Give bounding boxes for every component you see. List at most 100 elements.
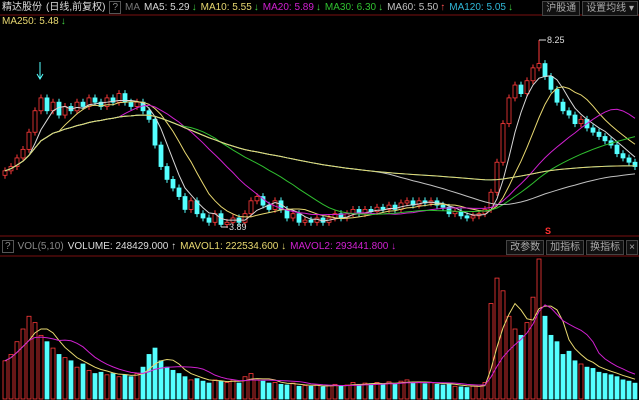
volume-bar xyxy=(32,322,38,400)
volume-bar xyxy=(74,366,80,400)
candle-body xyxy=(134,101,140,107)
down-arrow-icon: ↓ xyxy=(281,241,287,252)
volume-bar xyxy=(368,383,374,400)
ma-legend-item: MA60: 5.50 ↑ xyxy=(387,1,445,14)
hsgt-button[interactable]: 沪股通 xyxy=(542,1,581,16)
candle-body xyxy=(74,101,80,112)
volume-bar xyxy=(290,382,296,400)
candle-body xyxy=(614,144,620,155)
volume-bar xyxy=(236,382,242,400)
volume-text: VOLUME: 248429.000 xyxy=(67,241,169,252)
candle-body xyxy=(590,127,596,133)
high-price-label: 8.25 xyxy=(547,35,565,45)
candle-body xyxy=(452,211,458,215)
volume-bar xyxy=(332,383,338,400)
volume-bar xyxy=(302,385,308,400)
price-header: 精达股份 (日线,前复权) ? MA MA5: 5.29 ↓ MA10: 5.55 ↓… xyxy=(2,1,522,28)
candle-body xyxy=(110,97,116,103)
ma20-line xyxy=(4,104,636,216)
volume-bar xyxy=(110,373,116,400)
volume-bar xyxy=(80,363,86,400)
volume-bar xyxy=(608,374,614,400)
volume-bar xyxy=(446,382,452,400)
volume-bar xyxy=(524,322,530,400)
candle-body xyxy=(554,88,560,103)
candle-body xyxy=(200,213,206,219)
volume-bar xyxy=(602,373,608,400)
vol-help-button[interactable]: ? xyxy=(2,240,14,253)
candle-body xyxy=(530,67,536,82)
volume-bar xyxy=(542,315,548,400)
ma60-line xyxy=(4,114,636,206)
ma120-line xyxy=(4,114,636,181)
volume-bar xyxy=(614,376,620,400)
volume-bar xyxy=(2,360,8,400)
ma-value: MA60: 5.50 xyxy=(387,2,439,13)
candle-body xyxy=(536,63,542,69)
volume-bar xyxy=(620,379,626,400)
add-indicator-button[interactable]: 加指标 xyxy=(546,240,585,255)
volume-bar xyxy=(122,374,128,400)
volume-bar xyxy=(14,341,20,400)
candle-body xyxy=(170,178,176,189)
candle-body xyxy=(404,200,410,204)
mavol5-line xyxy=(4,302,636,387)
volume-bar xyxy=(254,379,260,400)
candle-body xyxy=(626,157,632,163)
mavol2-text: MAVOL2: 293441.800 xyxy=(290,241,389,252)
set-ma-button[interactable]: 设置均线 ▾ xyxy=(582,1,638,16)
ma-legend-item: MA120: 5.05 ↓ xyxy=(449,1,513,14)
volume-bar xyxy=(410,382,416,400)
volume-bar xyxy=(578,363,584,400)
volume-bar xyxy=(134,373,140,400)
candle-body xyxy=(374,206,380,212)
volume-bar xyxy=(152,347,158,400)
volume-bar xyxy=(500,290,506,400)
down-arrow-icon: ↓ xyxy=(507,2,513,13)
ma-value: MA10: 5.55 xyxy=(200,2,252,13)
candle-body xyxy=(548,76,554,90)
mavol10-line xyxy=(4,304,636,386)
change-params-button[interactable]: 改参数 xyxy=(506,240,545,255)
volume-bar xyxy=(626,380,632,400)
volume-bar xyxy=(350,382,356,400)
volume-bar xyxy=(92,373,98,400)
volume-bar xyxy=(248,373,254,400)
up-arrow-icon: ↑ xyxy=(440,2,446,13)
candle-body xyxy=(44,97,50,112)
volume-bar xyxy=(224,382,230,400)
volume-bar xyxy=(212,379,218,400)
volume-bar xyxy=(590,368,596,400)
volume-bar xyxy=(320,386,326,400)
volume-bar xyxy=(554,341,560,400)
volume-bar xyxy=(140,366,146,400)
close-icon[interactable]: × xyxy=(626,240,638,255)
volume-bar xyxy=(284,384,290,400)
ma-value: MA5: 5.29 xyxy=(144,2,190,13)
volume-bar xyxy=(326,385,332,400)
candle-body xyxy=(176,187,182,197)
stock-name: 精达股份 xyxy=(2,2,42,13)
candle-body xyxy=(560,101,566,112)
volume-bar xyxy=(20,328,26,400)
candle-body xyxy=(512,84,518,99)
volume-bar xyxy=(200,380,206,400)
volume-bar xyxy=(128,376,134,400)
candle-body xyxy=(296,213,302,223)
switch-indicator-button[interactable]: 换指标 xyxy=(586,240,625,255)
help-button[interactable]: ? xyxy=(109,1,122,14)
volume-bar xyxy=(440,384,446,400)
volume-bar xyxy=(86,369,92,400)
candle-body xyxy=(596,131,602,137)
ma-value: MA250: 5.48 xyxy=(2,16,59,27)
candle-body xyxy=(470,215,476,219)
volume-bar xyxy=(386,381,392,400)
ma-legend-item: MA250: 5.48 ↓ xyxy=(2,15,66,28)
volume-bar xyxy=(230,379,236,400)
candle-body xyxy=(242,213,248,223)
candle-body xyxy=(308,219,314,223)
price-toolbar: 沪股通 设置均线 ▾ xyxy=(542,1,638,16)
candle-body xyxy=(518,84,524,95)
candle-body xyxy=(224,221,230,225)
